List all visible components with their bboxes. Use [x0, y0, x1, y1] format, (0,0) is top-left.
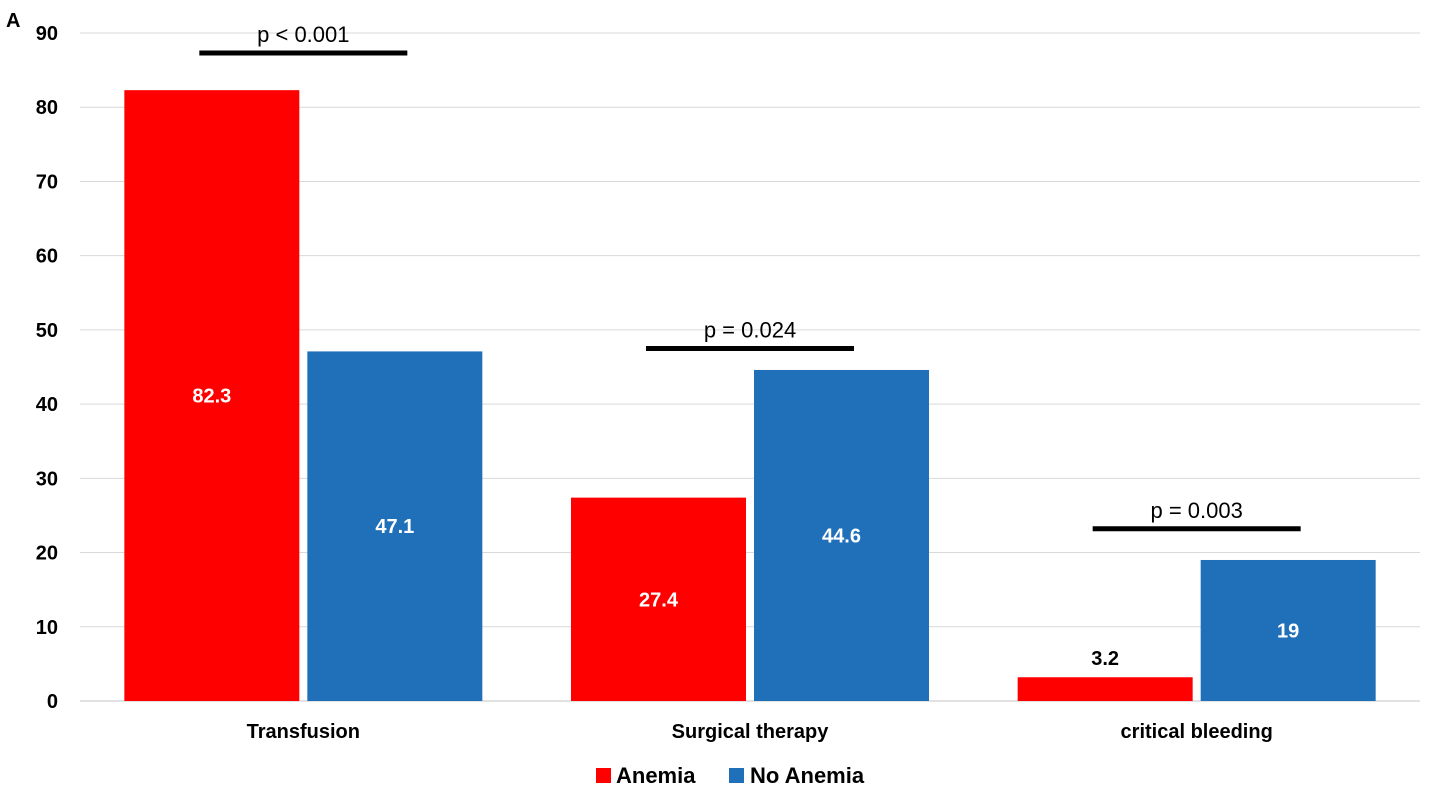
gridlines	[80, 32, 1420, 628]
p-value-label: p < 0.001	[257, 22, 349, 47]
legend-label: Anemia	[616, 763, 696, 788]
y-axis: 0 10 20 30 40 50 60 70 80 90	[36, 23, 1420, 713]
legend: Anemia No Anemia	[596, 763, 865, 788]
y-tick-label: 60	[36, 246, 58, 268]
legend-label: No Anemia	[750, 763, 865, 788]
data-label: 47.1	[375, 516, 414, 538]
bar-anemia	[124, 90, 300, 701]
bar-no-anemia	[1200, 559, 1376, 701]
y-tick-label: 0	[47, 691, 58, 713]
bar-no-anemia	[307, 351, 483, 701]
y-tick-label: 70	[36, 171, 58, 193]
y-tick-label: 80	[36, 97, 58, 119]
data-label: 3.2	[1091, 648, 1119, 670]
legend-swatch	[596, 768, 611, 783]
y-tick-label: 10	[36, 617, 58, 639]
data-label: 82.3	[192, 386, 231, 408]
x-tick-label: Transfusion	[247, 721, 360, 743]
bar-anemia	[571, 497, 746, 701]
p-value-label: p = 0.003	[1150, 498, 1242, 523]
x-axis: Transfusion Surgical therapy critical blee…	[247, 721, 1273, 743]
bar-anemia	[1017, 677, 1193, 701]
data-label: 27.4	[639, 589, 679, 611]
bar-no-anemia	[754, 369, 929, 701]
y-tick-label: 90	[36, 23, 58, 45]
bars	[124, 90, 1376, 701]
data-labels: 82.3 47.1 27.4 44.6 3.2 19	[192, 386, 1299, 671]
data-label: 44.6	[822, 525, 861, 547]
x-tick-label: Surgical therapy	[672, 721, 830, 743]
y-tick-label: 30	[36, 468, 58, 490]
y-tick-label: 20	[36, 543, 58, 565]
data-label: 19	[1277, 620, 1299, 642]
legend-swatch	[729, 768, 744, 783]
p-value-label: p = 0.024	[704, 317, 796, 342]
y-tick-label: 50	[36, 320, 58, 342]
panel-letter: A	[6, 10, 20, 32]
x-tick-label: critical bleeding	[1121, 721, 1273, 743]
y-tick-label: 40	[36, 394, 58, 416]
significance-annotations: p < 0.001 p = 0.024 p = 0.003	[199, 22, 1301, 532]
